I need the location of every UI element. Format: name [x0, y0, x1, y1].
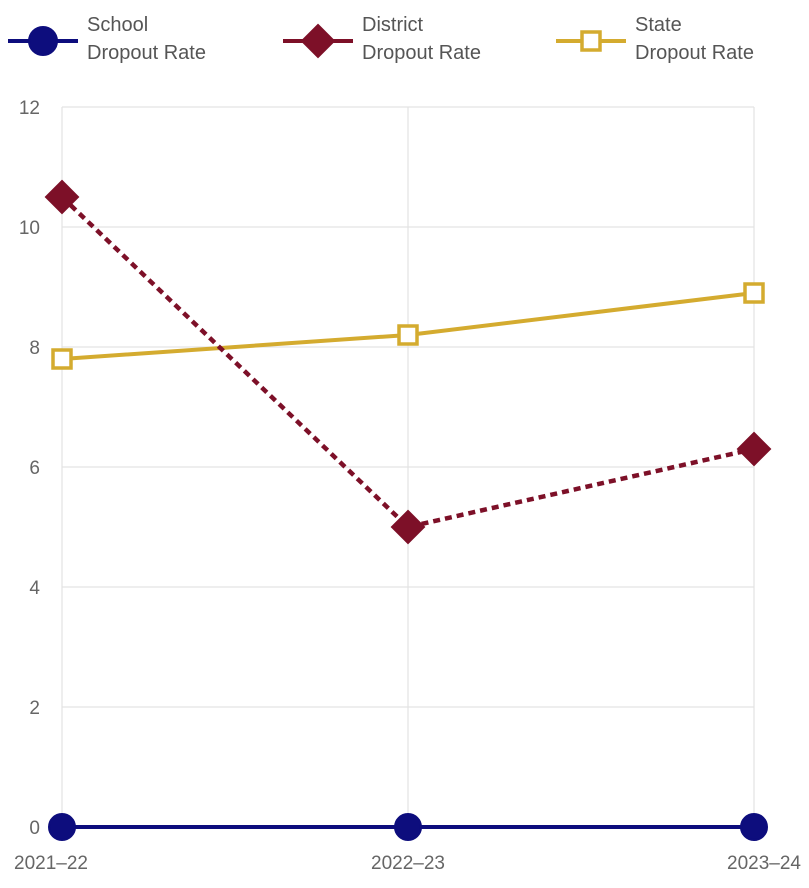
- x-tick-label: 2022–23: [371, 853, 445, 874]
- data-point: [397, 324, 419, 346]
- legend-marker: [580, 30, 602, 52]
- y-tick-label: 8: [29, 338, 40, 359]
- legend-label: State: [635, 14, 682, 36]
- x-tick-label: 2023–24: [727, 853, 801, 874]
- data-point: [736, 431, 772, 467]
- x-axis: 2021–22 2022–23 2023–24: [14, 853, 801, 874]
- y-tick-label: 12: [19, 98, 40, 119]
- data-point: [51, 348, 73, 370]
- legend-item-1: District Dropout Rate: [283, 14, 481, 64]
- legend-item-2: State Dropout Rate: [556, 14, 754, 64]
- y-tick-label: 10: [19, 218, 40, 239]
- y-tick-label: 2: [29, 698, 40, 719]
- legend-label: Dropout Rate: [635, 42, 754, 64]
- legend-marker: [300, 23, 336, 59]
- data-point: [743, 282, 765, 304]
- y-tick-label: 4: [29, 578, 40, 599]
- series-line: [60, 195, 755, 530]
- y-axis: 0 2 4 6 8 10 12: [19, 98, 41, 839]
- data-point: [740, 813, 768, 841]
- y-tick-label: 6: [29, 458, 40, 479]
- data-point: [44, 179, 80, 215]
- data-point: [390, 509, 426, 545]
- legend-label: District: [362, 14, 424, 36]
- chart-grid: [61, 106, 755, 828]
- data-point: [48, 813, 76, 841]
- legend-item-0: School Dropout Rate: [8, 14, 206, 64]
- series-0: [48, 813, 768, 841]
- legend-marker: [28, 26, 58, 56]
- series-2: [51, 282, 765, 370]
- y-tick-label: 0: [29, 818, 40, 839]
- legend-label: Dropout Rate: [362, 42, 481, 64]
- legend-label: Dropout Rate: [87, 42, 206, 64]
- legend-label: School: [87, 14, 148, 36]
- x-tick-label: 2021–22: [14, 853, 88, 874]
- chart-series: [44, 179, 772, 841]
- series-1: [44, 179, 772, 545]
- data-point: [394, 813, 422, 841]
